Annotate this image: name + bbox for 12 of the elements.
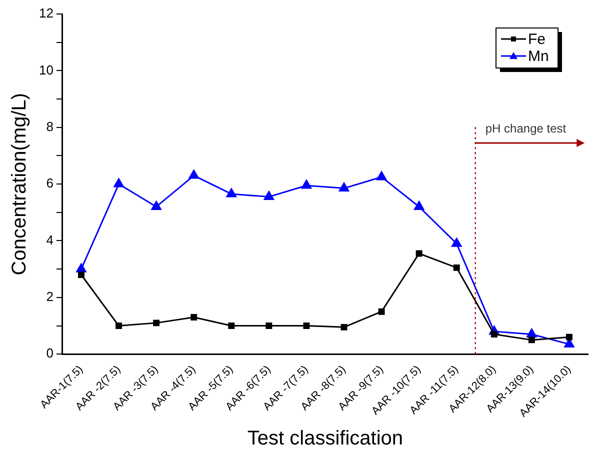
y-axis-title: Concentration(mg/L)	[8, 92, 31, 276]
legend-label: Mn	[528, 48, 549, 66]
y-tick-label: 12	[38, 6, 54, 21]
y-tick-label: 2	[46, 289, 54, 304]
annotation: pH change test	[485, 122, 567, 136]
x-axis-title: Test classification	[247, 428, 404, 450]
legend-label: Fe	[528, 31, 546, 48]
y-tick-label: 0	[46, 346, 54, 361]
y-tick-label: 8	[46, 118, 54, 134]
y-tick-label: 4	[46, 232, 54, 248]
y-tick-label: 10	[38, 62, 54, 78]
y-tick-label: 6	[46, 176, 54, 191]
